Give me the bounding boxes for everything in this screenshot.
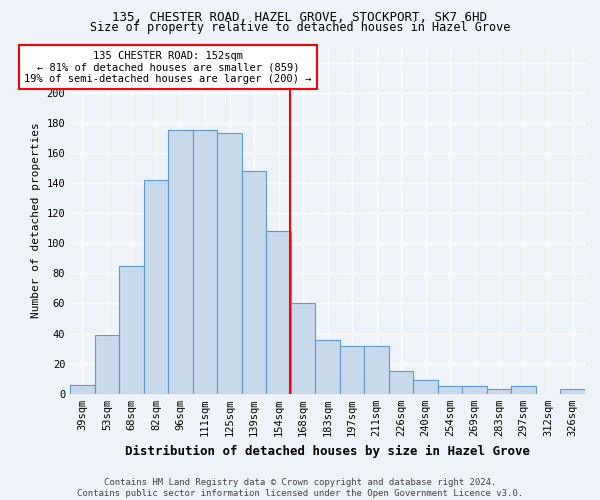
Text: Contains HM Land Registry data © Crown copyright and database right 2024.
Contai: Contains HM Land Registry data © Crown c… [77,478,523,498]
Bar [487,389,511,394]
Bar [168,130,193,394]
Bar [291,304,316,394]
Bar [438,386,463,394]
Bar [340,346,364,394]
Bar [119,266,144,394]
Y-axis label: Number of detached properties: Number of detached properties [31,122,41,318]
Bar [316,340,340,394]
Bar [389,371,413,394]
Bar [95,335,119,394]
Bar [560,389,585,394]
Bar [413,380,438,394]
Bar [463,386,487,394]
Bar [144,180,168,394]
Bar [266,231,291,394]
Bar [511,386,536,394]
Text: 135, CHESTER ROAD, HAZEL GROVE, STOCKPORT, SK7 6HD: 135, CHESTER ROAD, HAZEL GROVE, STOCKPOR… [113,11,487,24]
Text: Size of property relative to detached houses in Hazel Grove: Size of property relative to detached ho… [90,22,510,35]
Bar [193,130,217,394]
X-axis label: Distribution of detached houses by size in Hazel Grove: Distribution of detached houses by size … [125,444,530,458]
Bar [364,346,389,394]
Text: 135 CHESTER ROAD: 152sqm
← 81% of detached houses are smaller (859)
19% of semi-: 135 CHESTER ROAD: 152sqm ← 81% of detach… [25,50,312,84]
Bar [242,171,266,394]
Bar [217,134,242,394]
Bar [70,384,95,394]
